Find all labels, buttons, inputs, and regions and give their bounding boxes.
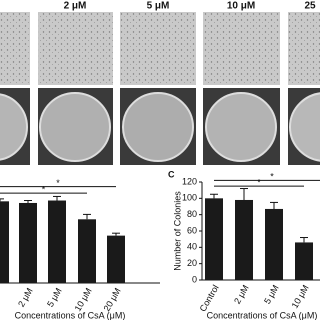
bar <box>19 202 37 283</box>
micrograph <box>120 12 196 85</box>
dish <box>39 92 111 162</box>
significance-star: * <box>56 178 60 188</box>
micrographs <box>0 12 320 85</box>
x-tick-label: 2 μM <box>16 286 35 308</box>
y-tick-label: 120 <box>182 176 197 186</box>
y-tick-label: 100 <box>182 193 197 203</box>
x-tick-label: 20 μM <box>102 286 123 313</box>
y-tick-label: 80 <box>187 209 197 219</box>
significance-star: * <box>270 172 274 182</box>
x-tick-label: 10 μM <box>290 283 311 310</box>
y-tick-label: 20 <box>187 258 197 268</box>
dish <box>0 93 28 161</box>
bar <box>265 208 283 280</box>
dish <box>122 92 194 162</box>
panel-header: 25 <box>304 1 316 12</box>
x-tick-label: 5 μM <box>262 283 281 305</box>
micrograph <box>38 12 113 85</box>
x-tick-label: 5 μM <box>45 286 64 308</box>
x-tick-label: 2 μM <box>232 283 251 305</box>
panel-header: 10 μM <box>227 1 255 12</box>
bar <box>295 242 313 280</box>
micrograph <box>288 12 320 85</box>
y-axis-label: Number of Colonies <box>172 191 182 271</box>
micrograph <box>0 12 30 85</box>
dish-photos <box>0 88 320 165</box>
dish <box>289 92 320 162</box>
panel-header: 5 μM <box>147 1 170 12</box>
x-tick-label: 10 μM <box>73 286 94 313</box>
charts: 2 μM 5 μM 10 μM 20 μM * * Concentrations of Cs… <box>0 169 320 320</box>
bar <box>78 219 96 283</box>
bar <box>235 199 253 280</box>
significance-star: * <box>42 185 46 195</box>
bar <box>205 198 223 280</box>
y-tick-label: 0 <box>192 274 197 284</box>
y-tick-label: 60 <box>187 225 197 235</box>
bar <box>48 200 66 283</box>
y-tick-label: 40 <box>187 242 197 252</box>
panel-letter: C <box>168 169 175 179</box>
x-axis-label: Concentrations of CsA (μM) <box>15 310 126 320</box>
x-axis-label: Concentrations of CsA (μM) <box>207 310 318 320</box>
panel-header: 2 μM <box>64 1 87 12</box>
panel-headers: 2 μM 5 μM 10 μM 25 <box>64 1 316 12</box>
bar <box>107 235 125 283</box>
significance-star: * <box>257 177 261 187</box>
bar <box>0 201 9 283</box>
x-tick-label: Control <box>198 283 221 313</box>
dish <box>205 92 277 162</box>
micrograph <box>203 12 280 85</box>
